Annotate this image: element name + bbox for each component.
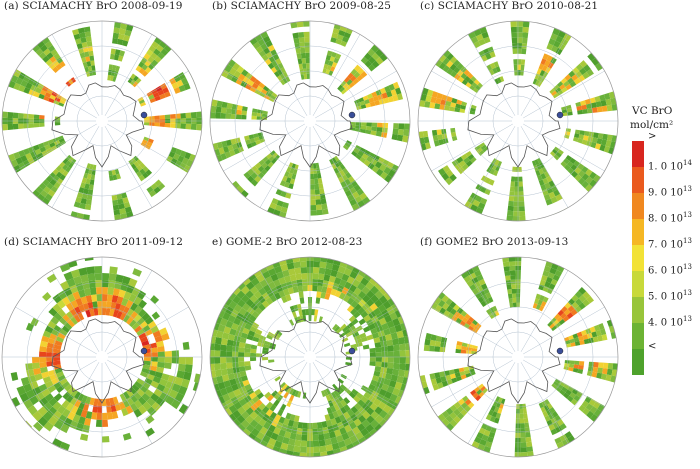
antarctica-coastline bbox=[51, 82, 145, 168]
legend-units: mol/cm² bbox=[630, 119, 674, 131]
antarctica-coastline bbox=[467, 318, 561, 404]
antarctica-coastline bbox=[51, 318, 145, 404]
station-marker bbox=[140, 347, 148, 355]
colorbar-tick-label: 7. 0 1013 bbox=[648, 237, 692, 251]
colorbar-swatch bbox=[632, 349, 644, 375]
colorbar-swatch bbox=[632, 167, 644, 193]
colorbar-legend: VC BrO mol/cm² >1. 0 1014 9. 0 1013 8. 0 1… bbox=[618, 105, 700, 385]
polar-map bbox=[416, 246, 621, 466]
panel-title: (f) GOME2 BrO 2013-09-13 bbox=[420, 236, 569, 248]
panel-title: (c) SCIAMACHY BrO 2010-08-21 bbox=[420, 0, 599, 12]
colorbar-tick-label: > bbox=[648, 131, 657, 142]
polar-map bbox=[208, 10, 413, 230]
panel-title: (a) SCIAMACHY BrO 2008-09-19 bbox=[4, 0, 183, 12]
colorbar-swatch bbox=[632, 193, 644, 219]
map-panel-b: (b) SCIAMACHY BrO 2009-08-25 bbox=[208, 0, 413, 230]
station-marker bbox=[348, 111, 356, 119]
station-marker bbox=[556, 111, 564, 119]
colorbar-tick-label: 9. 0 1013 bbox=[648, 185, 692, 199]
antarctica-coastline bbox=[259, 318, 353, 404]
colorbar-swatch bbox=[632, 219, 644, 245]
station-marker bbox=[556, 347, 564, 355]
colorbar-tick-label: 4. 0 1013 bbox=[648, 315, 692, 329]
colorbar-swatch bbox=[632, 245, 644, 271]
colorbar-swatch bbox=[632, 141, 644, 167]
antarctica-coastline bbox=[467, 82, 561, 168]
polar-map bbox=[208, 246, 413, 466]
colorbar-swatch bbox=[632, 297, 644, 323]
station-marker bbox=[348, 347, 356, 355]
colorbar-tick-label: 1. 0 1014 bbox=[648, 159, 692, 173]
panel-title: (d) SCIAMACHY BrO 2011-09-12 bbox=[4, 236, 184, 248]
map-panel-a: (a) SCIAMACHY BrO 2008-09-19 bbox=[0, 0, 205, 230]
map-panel-d: (d) SCIAMACHY BrO 2011-09-12 bbox=[0, 236, 205, 466]
colorbar-swatch bbox=[632, 323, 644, 349]
map-panel-f: (f) GOME2 BrO 2013-09-13 bbox=[416, 236, 621, 466]
panel-title: (b) SCIAMACHY BrO 2009-08-25 bbox=[212, 0, 392, 12]
polar-map bbox=[416, 10, 621, 230]
map-panel-e: e) GOME-2 BrO 2012-08-23 bbox=[208, 236, 413, 466]
antarctica-coastline bbox=[259, 82, 353, 168]
polar-map bbox=[0, 10, 205, 230]
legend-title: VC BrO bbox=[632, 105, 673, 117]
colorbar-swatch bbox=[632, 271, 644, 297]
colorbar-tick-label: < bbox=[648, 341, 657, 352]
colorbar-tick-label: 6. 0 1013 bbox=[648, 263, 692, 277]
colorbar-tick-label: 5. 0 1013 bbox=[648, 289, 692, 303]
polar-map bbox=[0, 246, 205, 466]
colorbar-tick-label: 8. 0 1013 bbox=[648, 211, 692, 225]
panel-title: e) GOME-2 BrO 2012-08-23 bbox=[212, 236, 363, 248]
station-marker bbox=[140, 111, 148, 119]
map-panel-c: (c) SCIAMACHY BrO 2010-08-21 bbox=[416, 0, 621, 230]
